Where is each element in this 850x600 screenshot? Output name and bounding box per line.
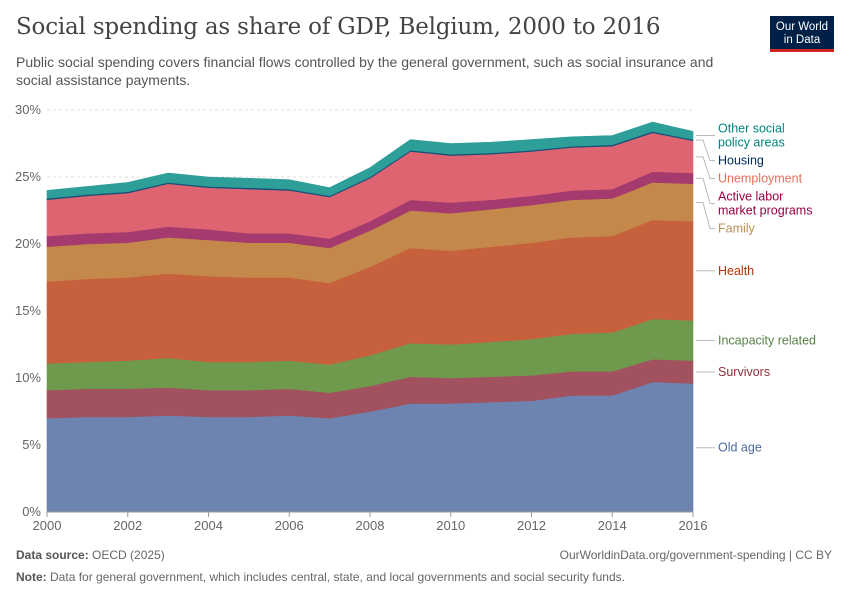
legend-label-other-social-policy-areas[interactable]: policy areas bbox=[718, 136, 785, 150]
x-tick-label: 2016 bbox=[679, 518, 708, 533]
legend-label-survivors[interactable]: Survivors bbox=[718, 365, 770, 379]
logo-line-1: Our World bbox=[775, 21, 829, 33]
legend-connector bbox=[696, 177, 715, 204]
legend-connector bbox=[696, 156, 715, 179]
legend-label-unemployment[interactable]: Unemployment bbox=[718, 172, 803, 186]
data-source: Data source: OECD (2025) bbox=[16, 548, 165, 562]
license-link[interactable]: OurWorldinData.org/government-spending |… bbox=[559, 548, 832, 562]
axes: 0% 5% 10% 15% 20% 25% 30% 2000 2002 2004 2006 2008 2… bbox=[15, 102, 707, 533]
note-label: Note: bbox=[16, 570, 47, 584]
data-source-label: Data source: bbox=[16, 548, 89, 562]
x-tick-label: 2000 bbox=[33, 518, 62, 533]
chart-note: Note: Data for general government, which… bbox=[16, 570, 625, 584]
legend-connector bbox=[696, 202, 715, 229]
legend-label-active-labor-market-programs[interactable]: Active labor bbox=[718, 190, 783, 204]
legend-label-other-social-policy-areas[interactable]: Other social bbox=[718, 122, 785, 136]
owid-logo[interactable]: Our World in Data bbox=[770, 16, 834, 52]
legend-label-active-labor-market-programs[interactable]: market programs bbox=[718, 204, 812, 218]
data-source-value[interactable]: OECD (2025) bbox=[92, 548, 165, 562]
legend-label-incapacity-related[interactable]: Incapacity related bbox=[718, 334, 816, 348]
x-tick-label: 2012 bbox=[517, 518, 546, 533]
legend-label-health[interactable]: Health bbox=[718, 264, 754, 278]
legend-connector bbox=[696, 139, 715, 161]
y-tick-label: 0% bbox=[22, 504, 41, 519]
legend-label-housing[interactable]: Housing bbox=[718, 154, 764, 168]
y-tick-label: 5% bbox=[22, 437, 41, 452]
chart-subtitle: Public social spending covers financial … bbox=[16, 54, 714, 88]
legend-label-old-age[interactable]: Old age bbox=[718, 441, 762, 455]
area-series-group bbox=[46, 121, 694, 513]
y-tick-label: 20% bbox=[15, 236, 41, 251]
x-tick-label: 2006 bbox=[275, 518, 304, 533]
y-tick-label: 30% bbox=[15, 102, 41, 117]
y-tick-label: 15% bbox=[15, 303, 41, 318]
area-other-social-policy-areas[interactable] bbox=[46, 121, 694, 199]
logo-line-2: in Data bbox=[783, 34, 821, 46]
x-tick-label: 2002 bbox=[113, 518, 142, 533]
x-tick-label: 2010 bbox=[436, 518, 465, 533]
y-tick-label: 25% bbox=[15, 169, 41, 184]
note-text: Data for general government, which inclu… bbox=[50, 570, 625, 584]
x-tick-label: 2004 bbox=[194, 518, 223, 533]
x-tick-label: 2008 bbox=[356, 518, 385, 533]
legend-label-family[interactable]: Family bbox=[718, 222, 756, 236]
chart-title: Social spending as share of GDP, Belgium… bbox=[16, 14, 661, 40]
x-tick-label: 2014 bbox=[598, 518, 627, 533]
y-tick-label: 10% bbox=[15, 370, 41, 385]
